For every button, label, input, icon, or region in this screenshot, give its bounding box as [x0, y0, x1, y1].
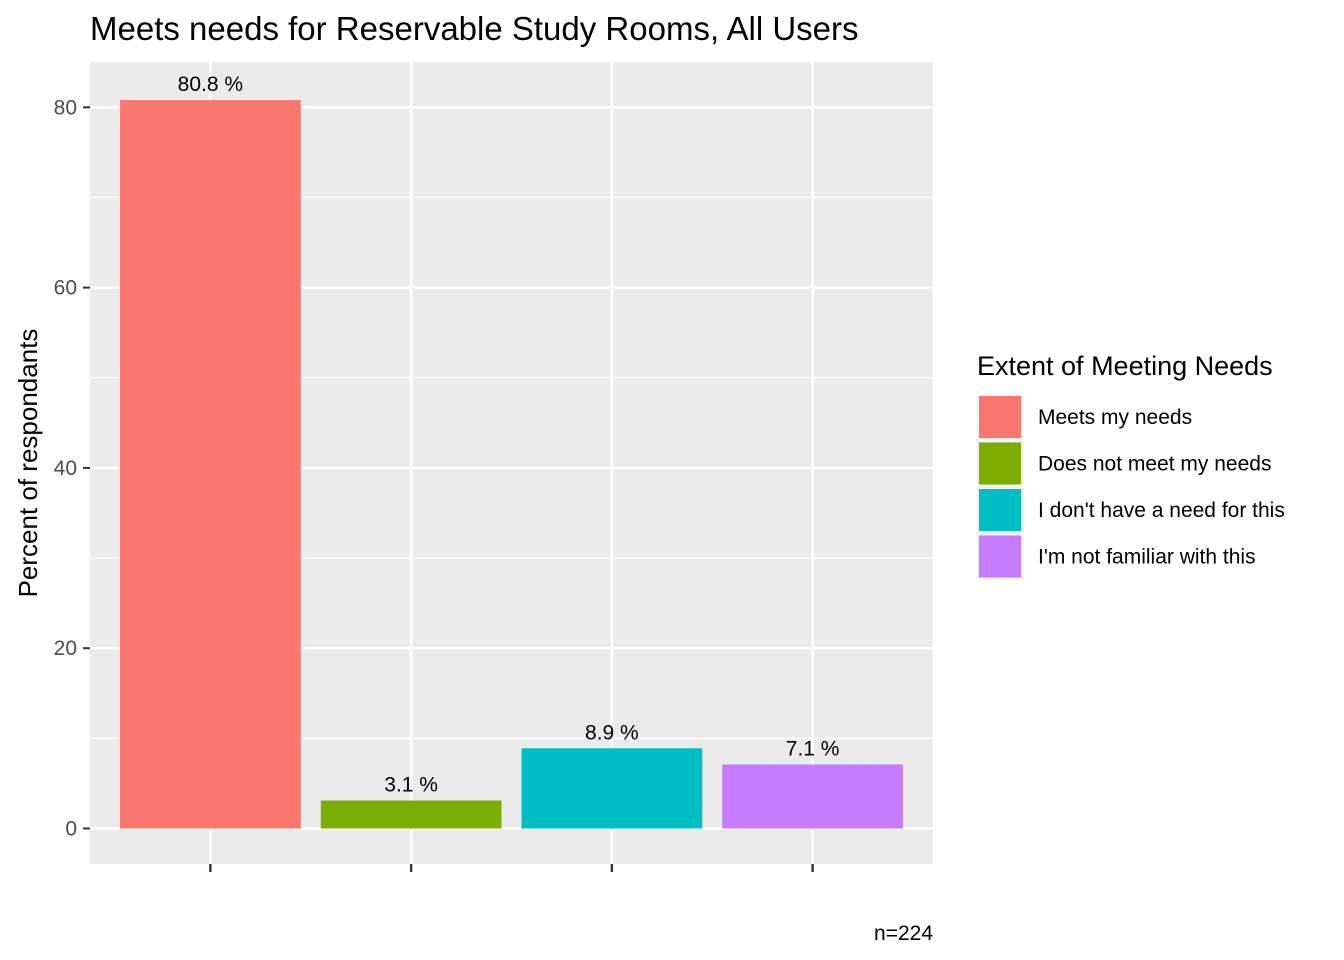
bar-value-label: 80.8 %	[178, 73, 243, 96]
bar-value-label: 8.9 %	[585, 721, 639, 744]
y-tick-label: 60	[54, 277, 77, 300]
legend-swatch	[979, 396, 1021, 438]
y-tick-label: 80	[54, 96, 77, 119]
data-labels: 80.8 % 3.1 % 8.9 % 7.1 %	[178, 73, 840, 796]
caption: n=224	[874, 922, 933, 945]
bars	[120, 100, 903, 829]
chart-title: Meets needs for Reservable Study Rooms, …	[90, 10, 859, 47]
legend-swatch	[979, 535, 1021, 578]
y-tick-label: 0	[65, 818, 77, 841]
legend-label: I don't have a need for this	[1038, 499, 1285, 522]
bar-value-label: 7.1 %	[786, 737, 840, 760]
legend-title: Extent of Meeting Needs	[977, 351, 1273, 381]
bar	[521, 748, 703, 829]
legend-label: Does not meet my needs	[1038, 453, 1271, 476]
bar-value-label: 3.1 %	[384, 774, 438, 797]
bar	[320, 800, 502, 829]
bar	[722, 764, 903, 829]
y-tick-label: 20	[54, 637, 77, 660]
legend-label: I'm not familiar with this	[1038, 546, 1256, 569]
legend-swatch	[979, 442, 1021, 485]
y-axis-label: Percent of respondants	[13, 329, 43, 598]
legend-label: Meets my needs	[1038, 406, 1192, 429]
x-axis	[209, 864, 814, 872]
legend-swatch	[979, 489, 1021, 531]
y-tick-label: 40	[54, 457, 77, 480]
legend: Extent of Meeting Needs Meets my needs Do…	[977, 351, 1285, 580]
y-axis: 0 20 40 60 80	[54, 96, 90, 841]
bar	[120, 100, 301, 829]
